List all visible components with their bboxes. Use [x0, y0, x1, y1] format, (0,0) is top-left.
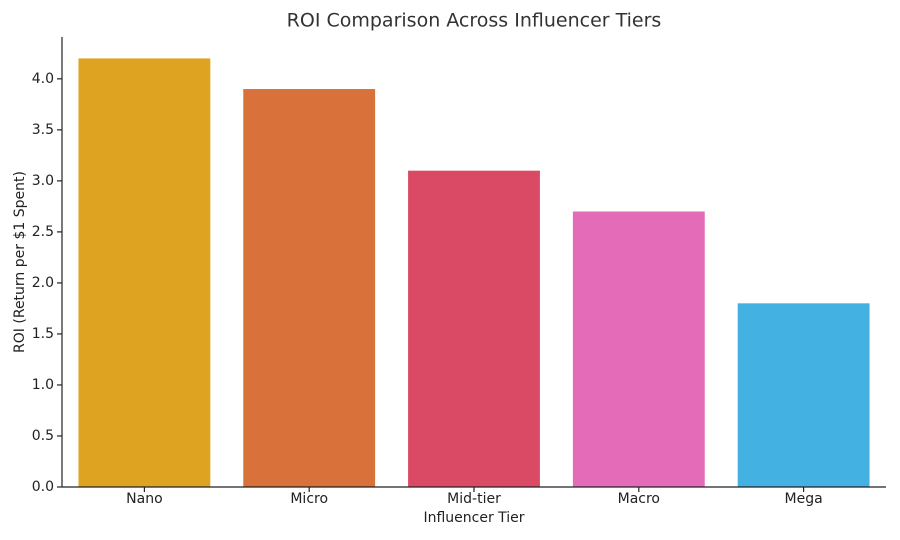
y-tick-label: 3.5: [32, 122, 54, 138]
bar: [243, 89, 376, 487]
y-tick-label: 0.0: [32, 479, 54, 495]
x-axis-label: Influencer Tier: [423, 510, 524, 526]
x-tick-label: Micro: [290, 491, 328, 507]
x-tick-label: Macro: [618, 491, 660, 507]
y-axis-label: ROI (Return per $1 Spent): [12, 171, 28, 353]
x-tick-label: Mega: [785, 491, 823, 507]
y-tick-label: 4.0: [32, 71, 54, 87]
x-tick-label: Nano: [126, 491, 163, 507]
chart-title: ROI Comparison Across Influencer Tiers: [287, 10, 662, 32]
y-tick-label: 2.5: [32, 224, 54, 240]
y-tick-label: 3.0: [32, 173, 54, 189]
bar: [572, 211, 705, 487]
bar: [737, 303, 870, 487]
y-tick-label: 1.0: [32, 377, 54, 393]
y-tick-label: 2.0: [32, 275, 54, 291]
x-tick-label: Mid-tier: [447, 491, 501, 507]
y-tick-label: 0.5: [32, 428, 54, 444]
bar: [78, 58, 211, 488]
bar: [408, 170, 540, 487]
y-tick-label: 1.5: [32, 326, 54, 342]
